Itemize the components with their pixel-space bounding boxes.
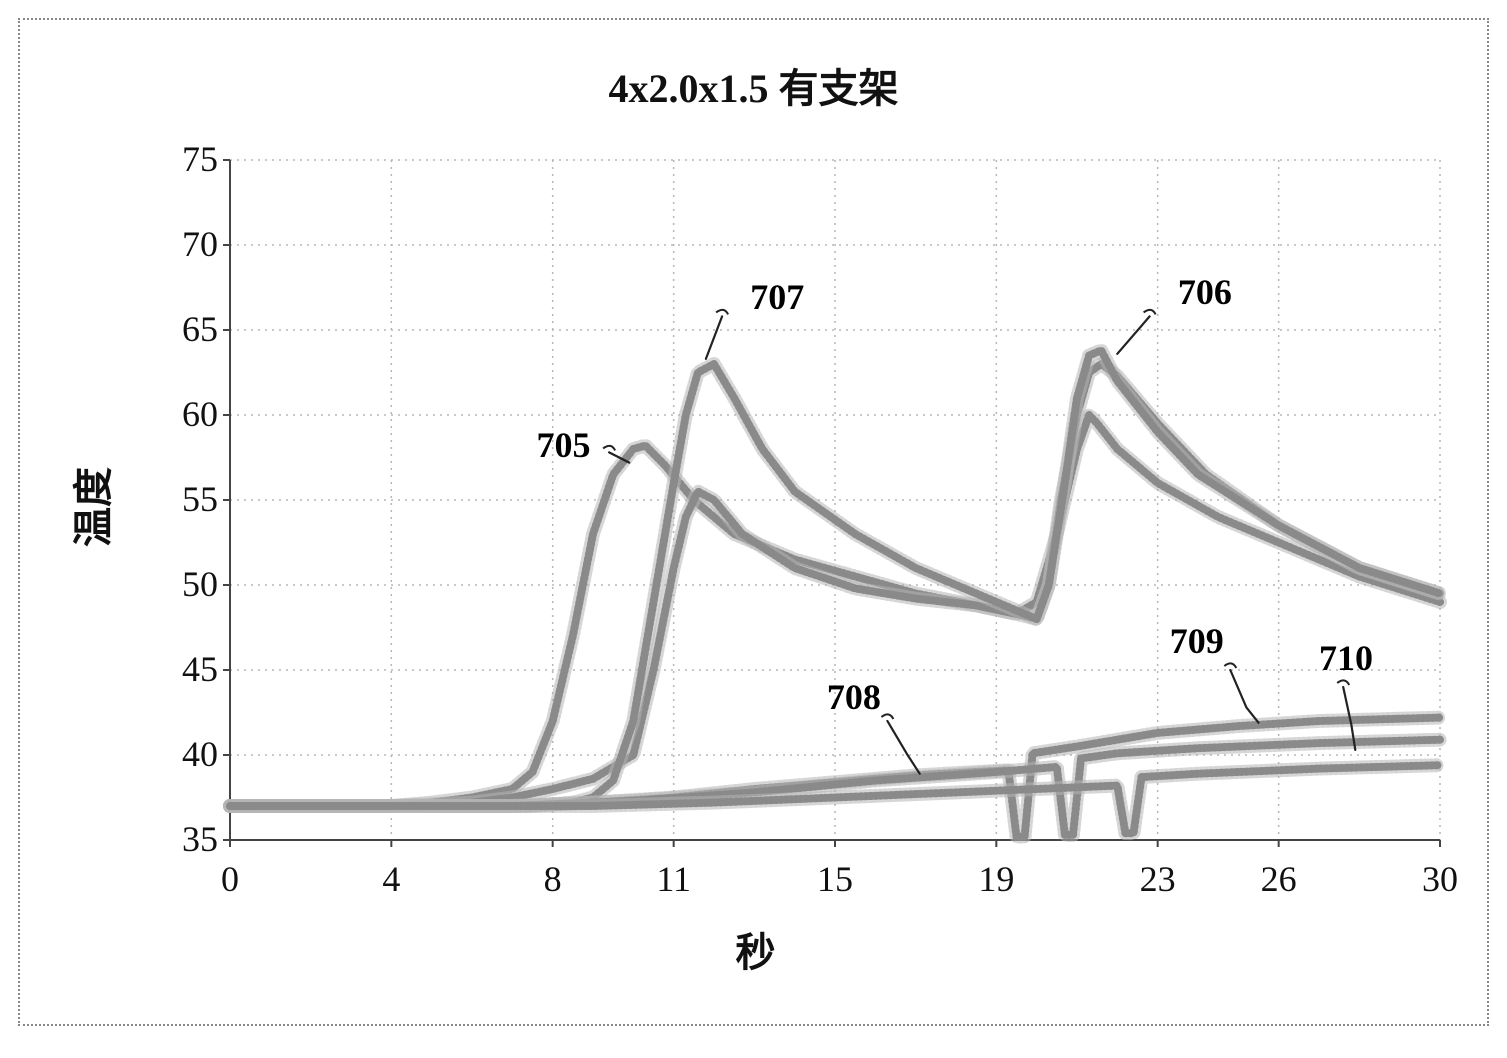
x-tick-label: 19: [966, 858, 1026, 900]
y-tick-label: 60: [148, 393, 218, 435]
y-tick-label: 75: [148, 138, 218, 180]
y-tick-label: 35: [148, 818, 218, 860]
x-axis-label: 秒: [20, 920, 1491, 978]
annotation-leader-707: [706, 316, 722, 359]
annotation-leader-curl-708: [881, 714, 893, 719]
y-tick-label: 45: [148, 648, 218, 690]
plot-area: [230, 160, 1440, 840]
annotation-705: 705: [537, 424, 591, 466]
y-tick-label: 50: [148, 563, 218, 605]
annotation-leader-706: [1117, 316, 1149, 353]
annotation-710: 710: [1319, 637, 1373, 679]
annotation-leader-708: [887, 721, 919, 774]
chart-frame: 4x2.0x1.5 有支架 温度 35 40 45 50 55 60 65 70 75 0 4 8 1…: [18, 18, 1489, 1026]
y-tick-label: 55: [148, 478, 218, 520]
y-tick-label: 70: [148, 223, 218, 265]
x-tick-label: 26: [1249, 858, 1309, 900]
annotation-707: 707: [750, 276, 804, 318]
annotation-leader-curl-709: [1224, 663, 1236, 668]
annotation-709: 709: [1170, 620, 1224, 662]
y-axis-label: 温度: [61, 447, 119, 567]
annotation-leader-curl-707: [716, 310, 728, 315]
annotation-leader-curl-706: [1144, 310, 1156, 315]
x-tick-label: 11: [644, 858, 704, 900]
x-tick-label: 15: [805, 858, 865, 900]
annotation-708: 708: [827, 676, 881, 718]
annotation-leader-curl-705: [603, 446, 615, 451]
plot-svg: [230, 160, 1440, 840]
annotation-leader-709: [1230, 670, 1258, 723]
y-tick-label: 65: [148, 308, 218, 350]
x-tick-label: 8: [523, 858, 583, 900]
chart-title: 4x2.0x1.5 有支架: [20, 56, 1487, 114]
y-tick-label: 40: [148, 733, 218, 775]
x-tick-label: 0: [200, 858, 260, 900]
x-tick-label: 23: [1128, 858, 1188, 900]
series-709: [230, 740, 1440, 835]
x-tick-label: 30: [1410, 858, 1470, 900]
annotation-leader-curl-710: [1337, 680, 1349, 685]
x-tick-label: 4: [361, 858, 421, 900]
annotation-706: 706: [1178, 271, 1232, 313]
